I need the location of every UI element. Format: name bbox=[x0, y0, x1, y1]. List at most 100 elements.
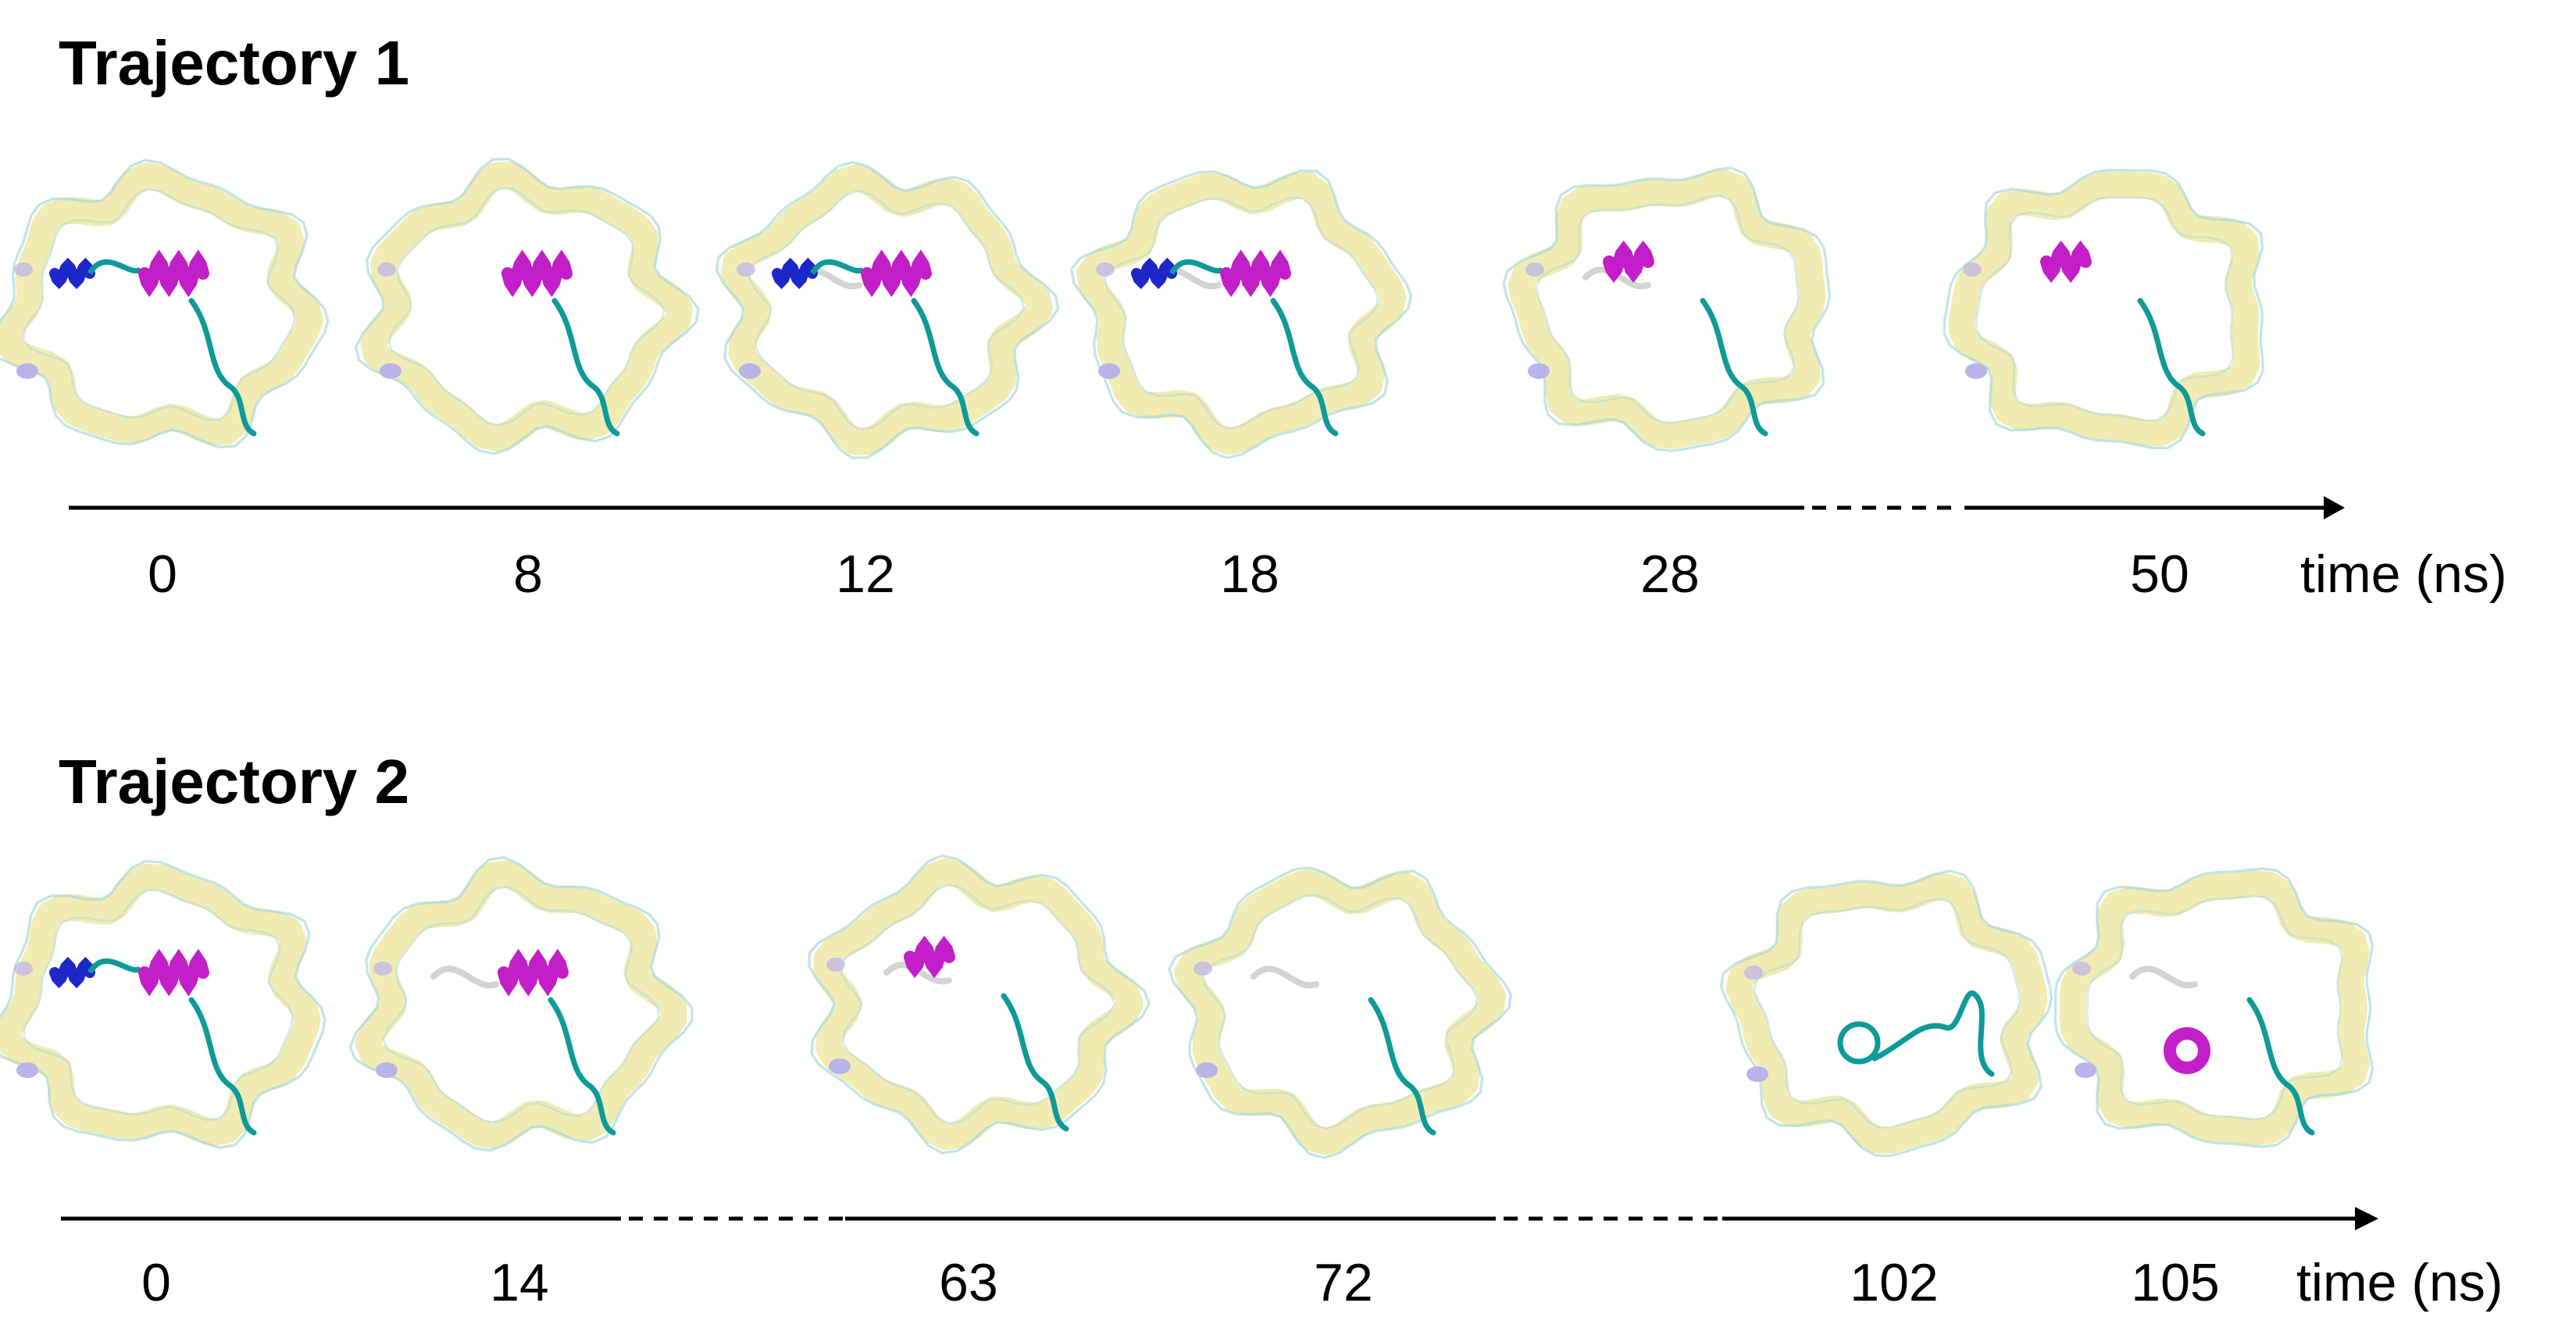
pore-barrel bbox=[0, 162, 323, 446]
coil-linker bbox=[87, 259, 142, 275]
lavender-bead bbox=[1193, 962, 1212, 976]
pore-inner-loops bbox=[23, 889, 294, 1122]
lavender-bead bbox=[1528, 363, 1550, 379]
tick-label: 105 bbox=[2131, 1253, 2219, 1312]
pore-inner-loops bbox=[1104, 197, 1379, 430]
tick-label: 28 bbox=[1640, 544, 1700, 604]
coil-chain bbox=[2137, 298, 2206, 437]
coil-linker bbox=[87, 958, 142, 974]
axis-arrowhead bbox=[2355, 1207, 2378, 1230]
lavender-bead bbox=[1196, 1062, 1218, 1078]
trajectory-2-panel: Trajectory 2 0 14 63 72 102 105 time (ns… bbox=[0, 747, 2503, 1312]
lavender-bead bbox=[1963, 262, 1982, 277]
pore-inner-loops bbox=[387, 187, 665, 427]
pore-barrel bbox=[1508, 170, 1826, 449]
pore-barrel bbox=[813, 858, 1144, 1151]
pore-barrel bbox=[1076, 172, 1407, 455]
trajectory-1-panel: Trajectory 1 0 8 12 18 28 50 time (ns) bbox=[0, 28, 2506, 604]
trajectory-1-snapshot-12ns bbox=[715, 160, 1060, 459]
pore-barrel bbox=[1174, 869, 1506, 1155]
tick-label: 0 bbox=[141, 1253, 171, 1312]
pore-inner-loops bbox=[22, 187, 297, 421]
lavender-bead bbox=[16, 363, 38, 379]
coil-chain bbox=[1270, 298, 1339, 437]
trajectory-1-snapshot-0ns bbox=[0, 159, 330, 448]
tick-label: 63 bbox=[939, 1253, 998, 1312]
blue-helix bbox=[49, 956, 95, 989]
coil-linker bbox=[1168, 259, 1224, 275]
magenta-helix bbox=[138, 249, 209, 298]
lavender-bead bbox=[16, 1062, 38, 1078]
magenta-helix bbox=[138, 948, 209, 997]
lavender-bead bbox=[826, 958, 845, 972]
pore-inner-loops bbox=[747, 190, 1026, 430]
pore-inner-loops bbox=[1975, 196, 2234, 422]
magenta-helix bbox=[904, 935, 955, 979]
coil-chain bbox=[1700, 298, 1768, 437]
tick-label: 8 bbox=[513, 544, 543, 604]
coil-chain bbox=[1368, 997, 1436, 1136]
pore-barrel bbox=[2059, 870, 2370, 1146]
pore-loops bbox=[0, 859, 326, 1149]
trajectory-2-time-axis: 0 14 63 72 102 105 time (ns) bbox=[61, 1207, 2503, 1312]
blue-helix bbox=[772, 257, 818, 290]
trajectory-1-snapshot-50ns bbox=[1943, 169, 2265, 450]
coil-chain bbox=[188, 298, 257, 437]
coil-chain bbox=[548, 997, 616, 1136]
pore-barrel bbox=[721, 164, 1053, 455]
blue-helix bbox=[1131, 257, 1177, 290]
pore-inner-loops bbox=[1201, 894, 1479, 1130]
trajectory-2-title: Trajectory 2 bbox=[59, 747, 409, 816]
lavender-bead bbox=[1525, 262, 1544, 277]
pore-loops bbox=[1943, 169, 2265, 450]
coil-white-segment bbox=[2129, 966, 2198, 989]
trajectory-2-snapshot-105ns bbox=[2053, 867, 2374, 1148]
tick-label: 102 bbox=[1850, 1253, 1938, 1312]
lavender-bead bbox=[380, 363, 401, 379]
pore-barrel bbox=[355, 860, 687, 1149]
tick-label: 12 bbox=[836, 544, 895, 604]
trajectory-1-title: Trajectory 1 bbox=[59, 28, 409, 98]
pore-inner-loops bbox=[840, 883, 1116, 1125]
pore-inner-loops bbox=[1753, 897, 2021, 1129]
axis-unit-label: time (ns) bbox=[2300, 544, 2506, 604]
tick-label: 18 bbox=[1220, 544, 1279, 604]
tick-label: 14 bbox=[490, 1253, 549, 1312]
lavender-bead bbox=[2072, 962, 2091, 976]
lavender-bead bbox=[2075, 1062, 2096, 1078]
pore-loops bbox=[808, 854, 1151, 1155]
pore-barrel bbox=[1948, 171, 2260, 447]
lavender-bead bbox=[14, 262, 33, 277]
coil-white-segment bbox=[1251, 966, 1319, 989]
lavender-bead bbox=[1965, 363, 1987, 379]
tick-label: 72 bbox=[1314, 1253, 1373, 1312]
coil-chain bbox=[188, 997, 257, 1136]
magenta-helix bbox=[498, 948, 569, 997]
pore-barrel bbox=[1725, 873, 2048, 1154]
pore-loops bbox=[354, 157, 700, 455]
axis-unit-label: time (ns) bbox=[2296, 1253, 2503, 1312]
pore-loops bbox=[1719, 869, 2053, 1158]
coil-chain bbox=[911, 298, 979, 437]
pore-inner-loops bbox=[2086, 894, 2344, 1121]
trajectory-1-snapshots bbox=[0, 157, 2265, 459]
coil-white-segment bbox=[430, 966, 499, 989]
trajectory-2-snapshot-0ns bbox=[0, 859, 326, 1149]
pore-loops bbox=[2053, 867, 2374, 1148]
pore-loops bbox=[1168, 866, 1513, 1159]
trajectory-1-snapshot-18ns bbox=[1070, 170, 1413, 459]
trajectory-2-snapshot-14ns bbox=[348, 855, 694, 1152]
coil-chain bbox=[1871, 991, 1995, 1077]
tick-label: 0 bbox=[148, 544, 177, 604]
axis-arrowhead bbox=[2324, 496, 2345, 519]
pore-loops bbox=[1502, 166, 1831, 452]
lavender-bead bbox=[739, 363, 761, 379]
lavender-bead bbox=[1744, 966, 1763, 980]
tick-label: 50 bbox=[2130, 544, 2189, 604]
trajectory-2-snapshot-72ns bbox=[1168, 866, 1513, 1159]
pore-inner-loops bbox=[1535, 194, 1800, 424]
trajectory-1-snapshot-8ns bbox=[354, 157, 700, 455]
magenta-helix bbox=[1603, 240, 1654, 284]
lavender-bead bbox=[377, 262, 396, 277]
